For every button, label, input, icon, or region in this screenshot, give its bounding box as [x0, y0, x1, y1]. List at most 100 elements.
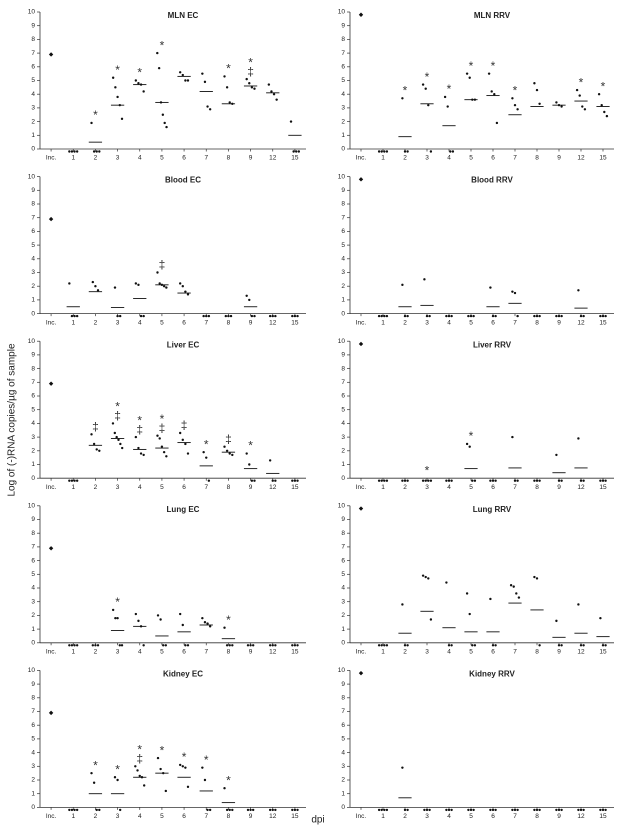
point	[423, 808, 426, 812]
point	[491, 808, 495, 812]
significance-mark: *	[137, 413, 142, 427]
point	[401, 283, 404, 287]
y-tick-label: 7	[341, 214, 345, 221]
point	[70, 808, 74, 812]
y-tick-label: 6	[341, 393, 345, 400]
point	[165, 455, 168, 458]
point	[274, 808, 277, 812]
point	[469, 808, 473, 812]
y-tick-label: 7	[31, 214, 35, 221]
x-tick-label: 6	[491, 484, 495, 491]
point	[158, 437, 161, 440]
point	[533, 575, 536, 579]
x-tick-label: 9	[557, 649, 561, 656]
y-tick-label: 9	[341, 22, 345, 29]
point	[296, 808, 299, 812]
point	[203, 621, 207, 624]
point	[604, 808, 607, 812]
x-tick-label: 5	[160, 484, 164, 491]
y-tick-label: 9	[341, 516, 345, 523]
y-tick-label: 0	[31, 804, 35, 811]
point	[490, 90, 493, 93]
x-tick-label: 9	[249, 319, 253, 326]
point	[250, 314, 254, 318]
y-tick-label: 3	[341, 434, 345, 441]
inoculum-point	[48, 52, 54, 57]
point	[156, 434, 159, 437]
point	[427, 479, 430, 482]
point	[377, 150, 381, 153]
x-tick-label: 15	[599, 484, 607, 491]
y-tick-label: 0	[341, 804, 345, 811]
y-tick-label: 4	[341, 585, 345, 592]
point	[513, 291, 517, 295]
point	[70, 314, 74, 318]
point	[253, 479, 256, 482]
significance-mark: *	[160, 38, 165, 52]
point	[472, 314, 475, 318]
y-tick-label: 0	[31, 475, 35, 482]
point	[575, 88, 579, 92]
point	[421, 479, 425, 482]
point	[162, 644, 165, 647]
x-tick-label: 12	[269, 649, 277, 656]
x-tick-label: 15	[291, 155, 299, 162]
significance-mark: *	[93, 108, 98, 122]
point	[560, 644, 563, 647]
significance-mark: ‡	[181, 418, 188, 432]
point	[160, 445, 164, 448]
point	[421, 83, 425, 86]
y-tick-label: 10	[338, 173, 346, 180]
x-tick-label: 1	[381, 813, 385, 820]
panel-title: Kidney RRV	[469, 670, 515, 679]
y-tick-label: 2	[341, 777, 345, 784]
point	[95, 150, 98, 153]
y-tick-label: 6	[31, 557, 35, 564]
y-tick-label: 7	[31, 379, 35, 386]
point	[134, 435, 138, 439]
point	[377, 644, 381, 647]
point	[601, 314, 605, 318]
significance-mark: *	[204, 753, 209, 767]
point	[380, 479, 383, 482]
point	[90, 121, 93, 125]
x-tick-label: 12	[269, 319, 277, 326]
point	[406, 644, 409, 647]
point	[184, 766, 187, 769]
significance-mark: ‡	[114, 409, 121, 423]
point	[538, 479, 541, 482]
y-tick-label: 2	[31, 448, 35, 455]
x-tick-label: 9	[249, 813, 253, 820]
point	[535, 808, 539, 812]
point	[117, 438, 120, 442]
x-tick-label: Inc.	[356, 484, 367, 491]
point	[291, 808, 294, 812]
point	[604, 644, 607, 647]
point	[557, 479, 561, 482]
point	[489, 479, 492, 482]
point	[225, 449, 229, 452]
point	[75, 479, 79, 482]
significance-mark: *	[93, 758, 98, 772]
x-tick-label: 8	[227, 813, 231, 820]
x-tick-label: 7	[513, 813, 517, 820]
point	[605, 114, 609, 118]
point	[271, 808, 274, 812]
point	[116, 314, 119, 318]
point	[511, 290, 514, 293]
point	[577, 289, 580, 292]
y-tick-label: 6	[31, 393, 35, 400]
x-tick-label: Inc.	[46, 649, 57, 656]
x-tick-label: 15	[291, 319, 299, 326]
x-tick-label: 9	[249, 484, 253, 491]
point	[427, 103, 430, 107]
inoculum-point	[358, 341, 364, 347]
significance-mark: *	[226, 62, 231, 76]
point	[231, 644, 234, 647]
point	[513, 808, 517, 812]
x-tick-label: 9	[557, 484, 561, 491]
significance-mark: *	[137, 742, 142, 756]
point	[511, 97, 514, 100]
point	[513, 479, 517, 482]
